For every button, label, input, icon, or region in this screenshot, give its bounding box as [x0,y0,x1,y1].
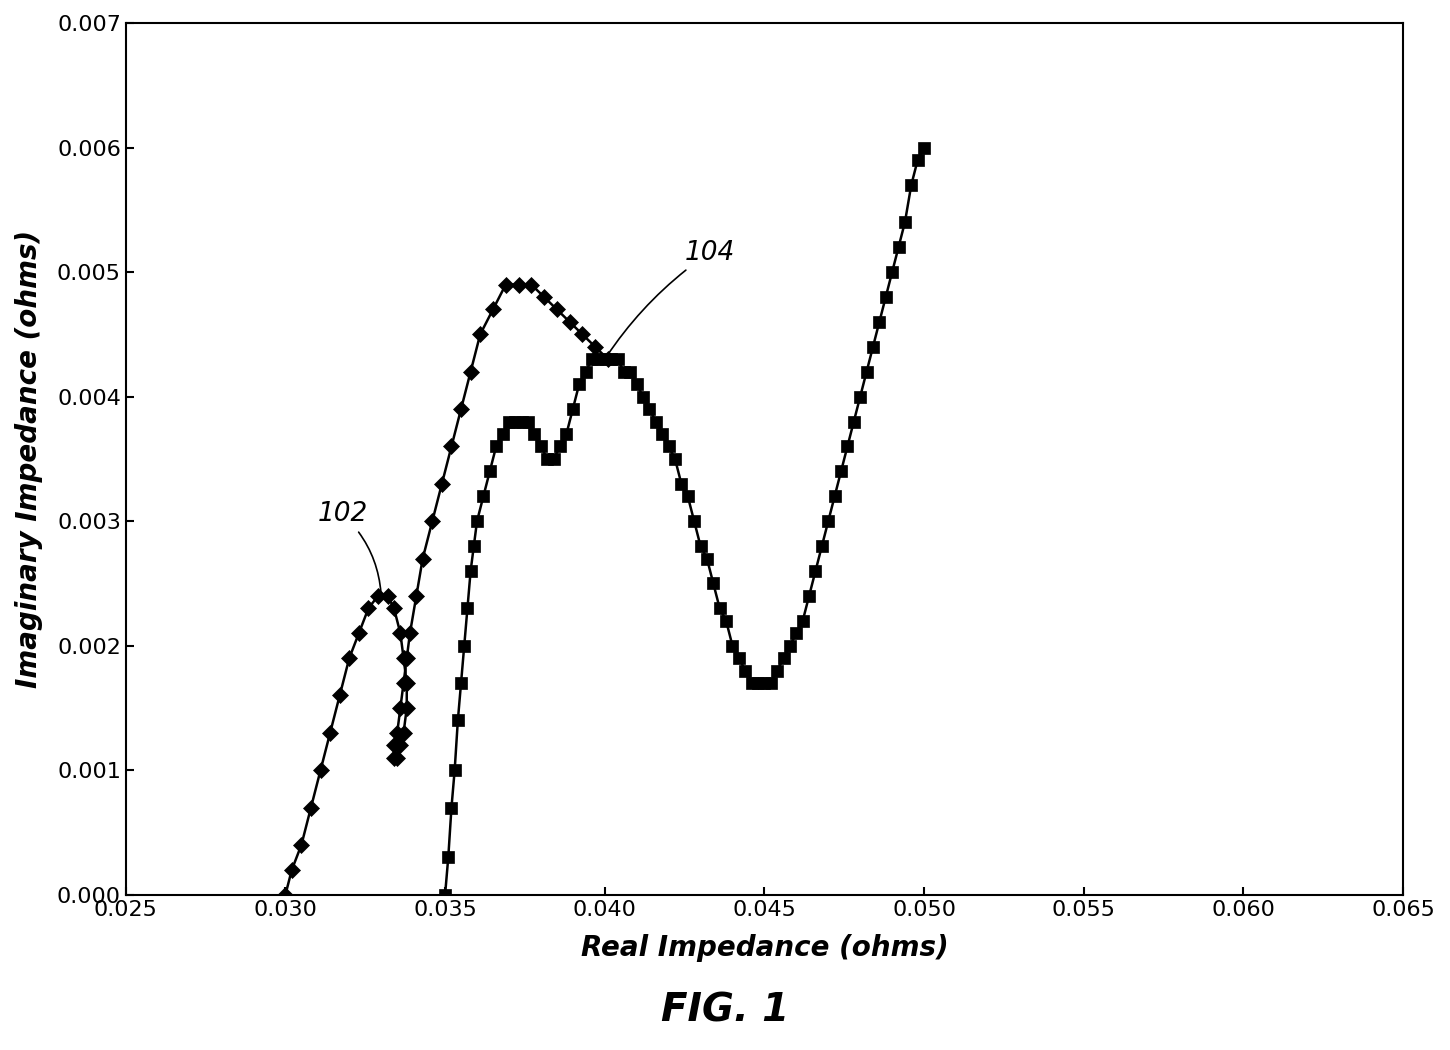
X-axis label: Real Impedance (ohms): Real Impedance (ohms) [580,933,948,962]
Text: 102: 102 [318,501,381,593]
Text: FIG. 1: FIG. 1 [661,991,789,1029]
Text: 104: 104 [606,239,735,357]
Y-axis label: Imaginary Impedance (ohms): Imaginary Impedance (ohms) [14,230,44,688]
